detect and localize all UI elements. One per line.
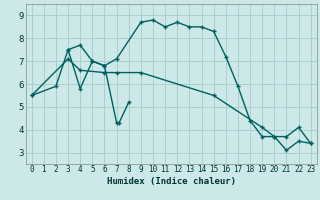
X-axis label: Humidex (Indice chaleur): Humidex (Indice chaleur) [107, 177, 236, 186]
